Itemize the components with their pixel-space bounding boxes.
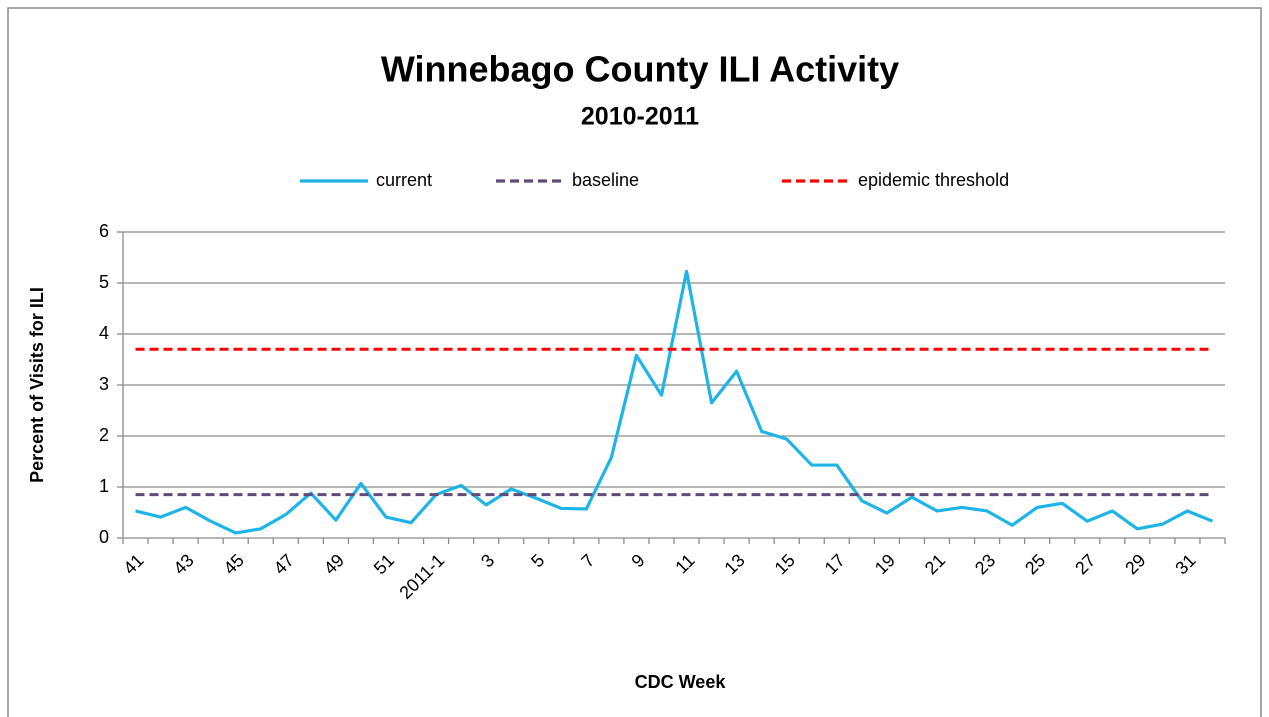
legend-label: current bbox=[376, 170, 432, 190]
legend-label: baseline bbox=[572, 170, 639, 190]
y-axis-title: Percent of Visits for ILI bbox=[27, 287, 47, 483]
y-tick-label: 3 bbox=[99, 374, 109, 394]
y-tick-label: 0 bbox=[99, 527, 109, 547]
y-tick-label: 2 bbox=[99, 425, 109, 445]
y-tick-label: 1 bbox=[99, 476, 109, 496]
x-axis-title: CDC Week bbox=[635, 672, 727, 692]
chart-title: Winnebago County ILI Activity bbox=[381, 49, 899, 90]
y-tick-label: 4 bbox=[99, 323, 109, 343]
chart-subtitle: 2010-2011 bbox=[581, 103, 699, 131]
line-series bbox=[135, 269, 1214, 535]
y-tick-label: 6 bbox=[99, 221, 109, 241]
y-tick-label: 5 bbox=[99, 272, 109, 292]
legend-label: epidemic threshold bbox=[858, 170, 1009, 190]
